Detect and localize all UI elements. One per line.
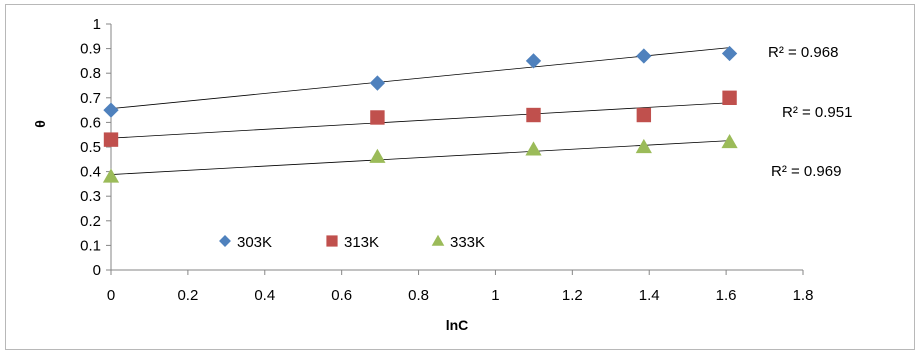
y-tick-label: 0.2 bbox=[80, 213, 101, 230]
x-axis-title: lnC bbox=[446, 317, 469, 333]
x-tick-label: 0.2 bbox=[177, 287, 198, 304]
legend-marker-303K bbox=[219, 235, 231, 247]
x-tick-label: 1.2 bbox=[562, 287, 583, 304]
r2-labels: R² = 0.968 R² = 0.951 R² = 0.969 bbox=[768, 44, 852, 180]
r2-label-333K: R² = 0.969 bbox=[771, 163, 841, 180]
trendline-303K bbox=[110, 47, 730, 110]
data-point-313K bbox=[103, 132, 119, 147]
legend: 303K 313K 333K bbox=[219, 234, 485, 251]
data-point-303K bbox=[636, 48, 652, 64]
y-tick-label: 0.8 bbox=[80, 65, 101, 82]
data-point-313K bbox=[370, 110, 385, 125]
x-tick-label: 1.6 bbox=[716, 287, 737, 304]
data-point-303K bbox=[525, 53, 542, 69]
data-point-303K bbox=[369, 75, 386, 91]
y-tick-label: 1 bbox=[93, 16, 101, 33]
chart-frame bbox=[5, 4, 915, 350]
data-point-313K bbox=[722, 90, 737, 105]
data-point-303K bbox=[721, 45, 738, 62]
x-tick-label: 0.8 bbox=[408, 287, 429, 304]
y-tick-label: 0.6 bbox=[80, 114, 101, 131]
y-tick-label: 0.3 bbox=[80, 188, 101, 205]
y-tick-label: 0.1 bbox=[80, 237, 101, 254]
data-point-333K bbox=[635, 138, 652, 154]
data-points bbox=[102, 45, 738, 183]
axes: 0 0.2 0.4 0.6 0.8 1 1.2 1.4 1.6 1.8 0 0.1 0.2 0.3 0.4 0… bbox=[80, 16, 813, 304]
x-tick-label: 1.4 bbox=[639, 287, 660, 304]
trendline-333K bbox=[110, 140, 730, 175]
trendline-313K bbox=[110, 102, 730, 139]
y-tick-label: 0.7 bbox=[80, 90, 101, 107]
x-tick-label: 0.4 bbox=[254, 287, 275, 304]
y-tick-label: 0.9 bbox=[80, 41, 101, 58]
legend-marker-333K bbox=[431, 234, 445, 246]
data-point-333K bbox=[525, 141, 542, 156]
y-axis-title: θ bbox=[32, 120, 48, 128]
r2-label-303K: R² = 0.968 bbox=[768, 44, 838, 61]
data-point-313K bbox=[636, 107, 652, 123]
legend-label-303K: 303K bbox=[237, 234, 272, 251]
data-point-303K bbox=[103, 102, 119, 118]
y-tick-label: 0.5 bbox=[80, 139, 101, 156]
data-point-333K bbox=[102, 168, 120, 183]
x-tick-label: 0.6 bbox=[331, 287, 352, 304]
data-point-333K bbox=[721, 133, 738, 149]
x-tick-label: 1 bbox=[491, 287, 499, 304]
legend-label-333K: 333K bbox=[450, 234, 485, 251]
data-point-333K bbox=[369, 148, 386, 163]
y-tick-label: 0 bbox=[93, 262, 101, 279]
data-point-313K bbox=[526, 107, 541, 123]
x-tick-label: 0 bbox=[107, 287, 115, 304]
trendlines bbox=[110, 47, 730, 175]
x-tick-label: 1.8 bbox=[793, 287, 814, 304]
legend-marker-313K bbox=[326, 235, 338, 247]
r2-label-313K: R² = 0.951 bbox=[782, 104, 852, 121]
y-tick-label: 0.4 bbox=[80, 164, 101, 181]
legend-label-313K: 313K bbox=[344, 234, 379, 251]
